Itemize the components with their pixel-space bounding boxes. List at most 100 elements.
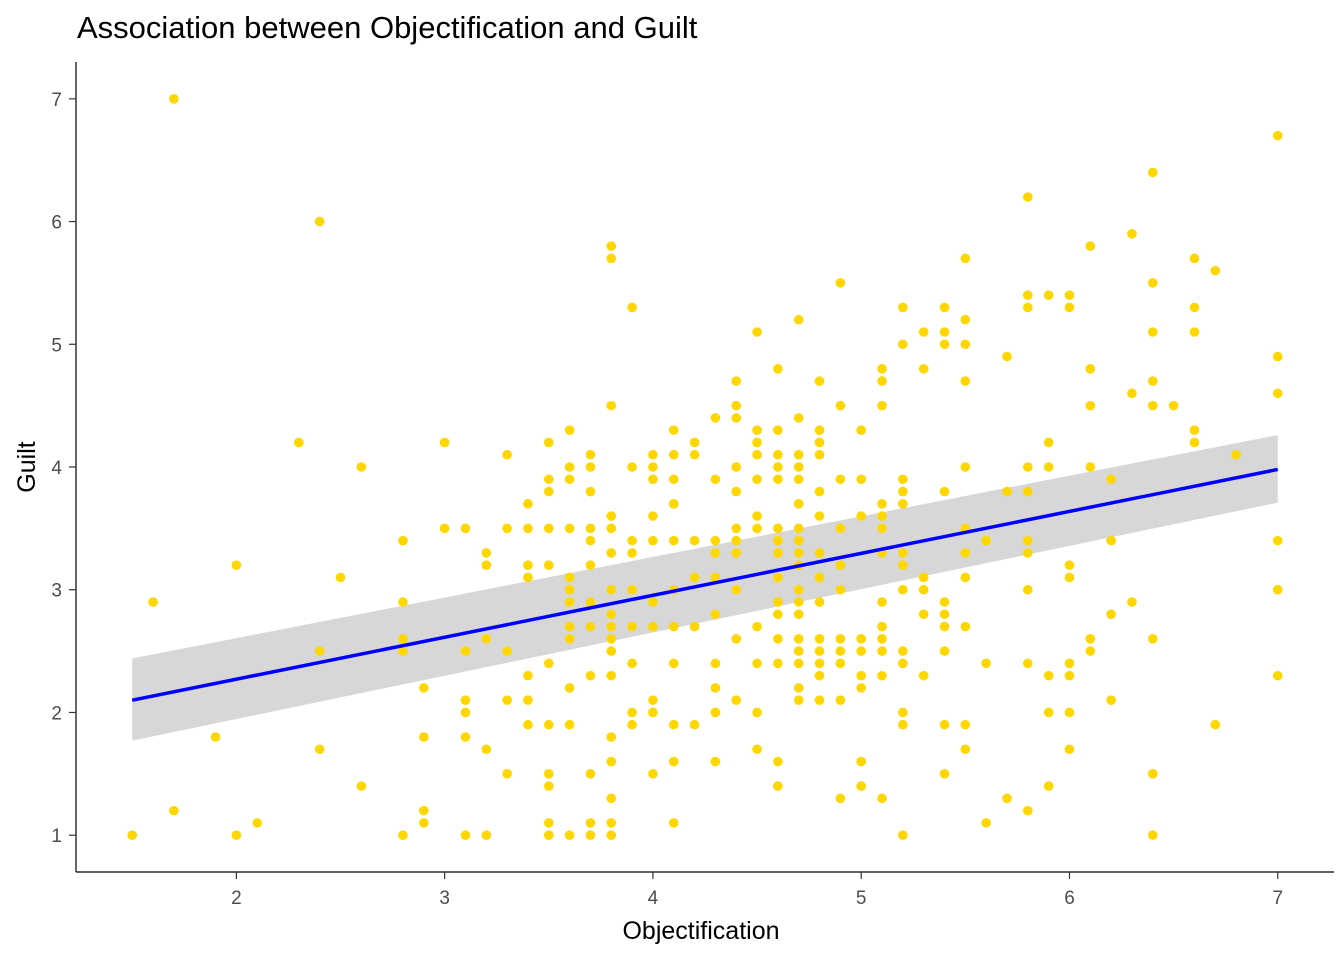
data-point	[793, 314, 804, 325]
data-point	[710, 609, 721, 620]
data-point	[710, 572, 721, 583]
data-point	[898, 302, 908, 313]
data-point	[856, 683, 867, 693]
data-point	[398, 535, 408, 546]
data-point	[1148, 400, 1158, 411]
data-point	[752, 425, 762, 435]
data-point	[210, 732, 221, 742]
data-point	[668, 535, 679, 546]
data-point	[585, 449, 596, 460]
data-point	[523, 719, 533, 730]
data-point	[127, 830, 138, 840]
data-point	[752, 621, 762, 632]
data-point	[648, 511, 658, 521]
data-point	[773, 609, 783, 620]
data-point	[460, 523, 471, 534]
data-point	[1023, 462, 1033, 472]
data-point	[877, 523, 887, 534]
data-point	[835, 584, 846, 595]
data-point	[460, 732, 471, 742]
data-point	[731, 523, 742, 534]
data-point	[773, 634, 783, 644]
y-tick-label: 2	[51, 703, 62, 724]
data-point	[939, 486, 950, 497]
data-point	[481, 548, 492, 558]
data-point	[877, 400, 887, 411]
data-point	[731, 376, 742, 386]
data-point	[668, 818, 679, 828]
data-point	[773, 425, 783, 435]
data-point	[981, 658, 991, 669]
data-point	[898, 646, 908, 656]
data-point	[731, 535, 742, 546]
data-point	[731, 584, 742, 595]
data-point	[1023, 805, 1033, 816]
data-point	[606, 670, 617, 681]
data-point	[1189, 253, 1200, 264]
data-point	[148, 597, 158, 607]
data-point	[1127, 388, 1137, 399]
data-point	[856, 646, 867, 656]
data-point	[773, 597, 783, 607]
data-point	[835, 695, 846, 705]
data-point	[918, 364, 929, 374]
data-point	[648, 535, 658, 546]
data-point	[523, 695, 533, 705]
data-point	[1272, 584, 1283, 595]
data-point	[773, 449, 783, 460]
data-point	[856, 474, 867, 485]
data-point	[648, 707, 658, 718]
data-point	[981, 535, 991, 546]
data-point	[877, 364, 887, 374]
data-point	[1272, 388, 1283, 399]
data-point	[773, 572, 783, 583]
data-point	[1148, 634, 1158, 644]
data-point	[877, 793, 887, 804]
data-point	[918, 572, 929, 583]
data-point	[939, 719, 950, 730]
data-point	[1168, 400, 1179, 411]
x-tick-label: 3	[439, 888, 450, 909]
data-point	[585, 523, 596, 534]
data-point	[814, 425, 825, 435]
data-point	[1210, 265, 1221, 276]
data-point	[814, 597, 825, 607]
data-point	[564, 425, 575, 435]
data-point	[606, 830, 617, 840]
data-point	[814, 646, 825, 656]
data-point	[960, 572, 971, 583]
data-point	[1002, 793, 1012, 804]
data-point	[668, 449, 679, 460]
data-point	[877, 499, 887, 509]
data-point	[523, 499, 533, 509]
data-point	[814, 658, 825, 669]
data-point	[856, 511, 867, 521]
data-point	[877, 670, 887, 681]
data-point	[939, 302, 950, 313]
data-point	[1106, 695, 1116, 705]
data-point	[856, 634, 867, 644]
y-tick-label: 6	[51, 213, 62, 234]
data-point	[1023, 290, 1033, 300]
data-point	[502, 523, 512, 534]
data-point	[564, 572, 575, 583]
data-point	[627, 584, 637, 595]
data-point	[1043, 462, 1054, 472]
data-point	[564, 462, 575, 472]
data-point	[960, 621, 971, 632]
data-point	[606, 793, 617, 804]
data-point	[398, 646, 408, 656]
data-point	[356, 462, 367, 472]
data-point	[606, 756, 617, 767]
data-point	[898, 474, 908, 485]
data-point	[523, 560, 533, 570]
data-point	[877, 376, 887, 386]
data-point	[814, 695, 825, 705]
data-point	[752, 707, 762, 718]
data-point	[918, 670, 929, 681]
data-point	[877, 646, 887, 656]
data-point	[1002, 351, 1012, 362]
data-point	[439, 523, 450, 534]
y-tick-label: 3	[51, 581, 62, 602]
data-point	[939, 609, 950, 620]
